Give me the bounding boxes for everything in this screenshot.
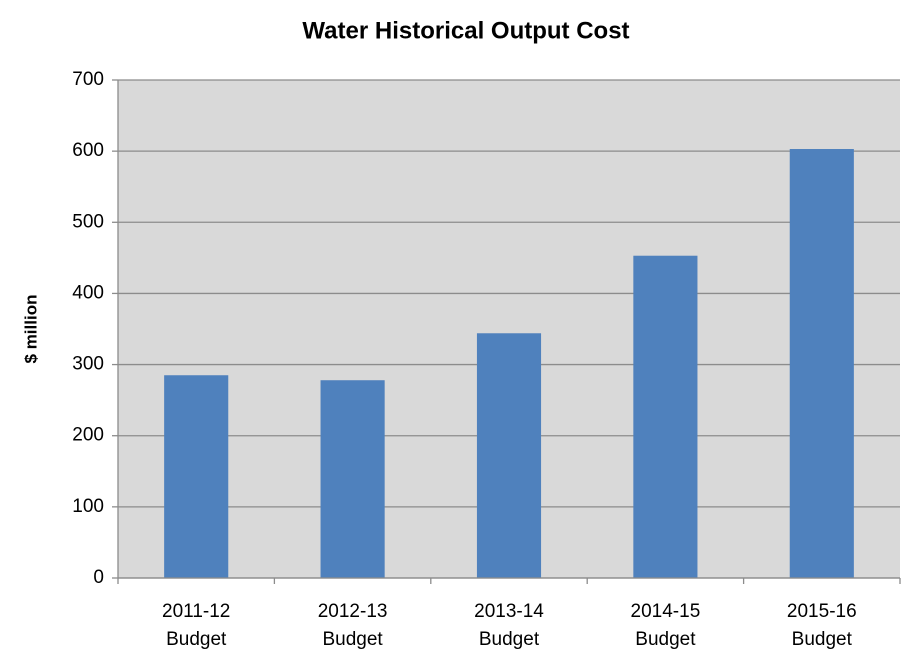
- y-tick-label: 600: [72, 140, 104, 161]
- y-tick-label: 100: [72, 496, 104, 517]
- y-tick-label: 0: [93, 567, 104, 588]
- x-tick-label: 2012-13 Budget: [318, 601, 388, 650]
- bar: [320, 380, 385, 578]
- bar: [164, 375, 229, 578]
- chart-title: Water Historical Output Cost: [302, 17, 629, 44]
- y-tick-label: 700: [72, 69, 104, 90]
- bar: [633, 255, 698, 579]
- x-tick-label: 2011-12 Budget: [162, 601, 230, 650]
- y-tick-label: 500: [72, 211, 104, 232]
- x-tick-label: 2014-15 Budget: [631, 601, 701, 650]
- bar: [476, 333, 542, 578]
- y-tick-label: 400: [72, 282, 104, 303]
- bar: [789, 149, 854, 578]
- x-tick-label: 2015-16 Budget: [787, 601, 857, 650]
- x-tick-label: 2013-14 Budget: [474, 601, 544, 650]
- y-tick-label: 200: [72, 425, 104, 446]
- y-tick-label: 300: [72, 354, 104, 375]
- y-axis-label: $ million: [21, 295, 40, 364]
